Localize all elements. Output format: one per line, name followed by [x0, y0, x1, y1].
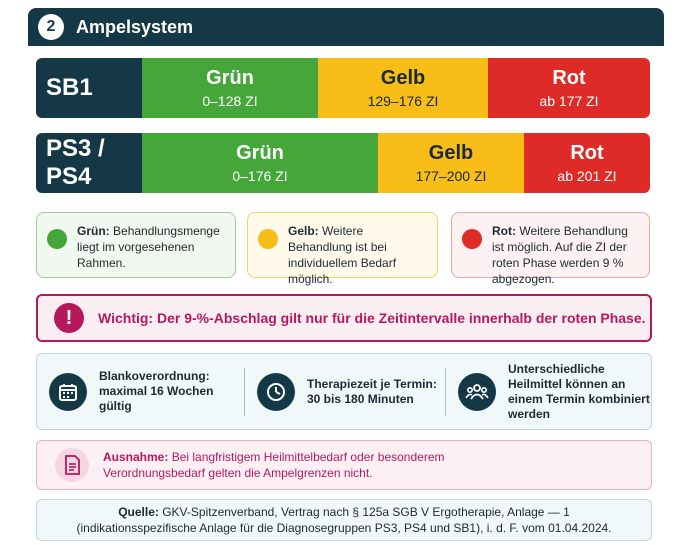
segment-green-sb1: Grün 0–128 ZI: [142, 58, 318, 118]
segment-range: 0–176 ZI: [232, 168, 288, 184]
info-line: maximal 16 Wochen: [99, 384, 214, 398]
segment-green-ps: Grün 0–176 ZI: [142, 133, 378, 193]
legend-text-green: Grün: Behandlungsmenge liegt im vorgeseh…: [77, 223, 225, 271]
source-line-1-text: GKV-Spitzenverband, Vertrag nach § 125a …: [162, 505, 570, 519]
segment-range: 177–200 ZI: [415, 168, 487, 184]
info-line: Unterschiedliche: [508, 361, 605, 376]
info-line: einem Termin kombiniert: [508, 391, 650, 406]
info-divider: [244, 367, 245, 416]
document-icon: [55, 448, 89, 482]
legend-desc-red: Weitere Behandlung ist möglich. Auf die …: [492, 224, 628, 286]
legend-card-green: Grün: Behandlungsmenge liegt im vorgeseh…: [36, 212, 236, 278]
source-title: Quelle:: [118, 505, 159, 519]
exception-text: Ausnahme: Bei langfristigem Heilmittelbe…: [103, 449, 445, 481]
calendar-icon: [49, 372, 87, 411]
info-text-heilmittel: Unterschiedliche Heilmittel können an ei…: [508, 362, 650, 422]
segment-red-sb1: Rot ab 177 ZI: [488, 58, 650, 118]
legend-desc-yellow: Weitere Behandlung ist bei individuellem…: [288, 224, 397, 286]
exception-line-1: Ausnahme: Bei langfristigem Heilmittelbe…: [103, 449, 445, 465]
section-number-badge: 2: [38, 14, 64, 40]
legend-desc-green: Behandlungsmenge liegt im vorgesehenen R…: [77, 224, 220, 270]
exception-notice: Ausnahme: Bei langfristigem Heilmittelbe…: [36, 440, 652, 490]
row-label-ps3-ps4: PS3 / PS4: [36, 133, 142, 193]
legend-card-yellow: Gelb: Weitere Behandlung ist bei individ…: [247, 212, 438, 286]
source-citation: Quelle: GKV-Spitzenverband, Vertrag nach…: [36, 499, 652, 541]
segment-name: Grün: [206, 67, 254, 89]
exclamation-icon: !: [54, 303, 84, 333]
section-title: Ampelsystem: [76, 16, 194, 37]
legend-text-yellow: Gelb: Weitere Behandlung ist bei individ…: [288, 223, 427, 287]
yellow-dot-icon: [258, 229, 278, 249]
legend-title-yellow: Gelb:: [288, 224, 319, 238]
segment-name: Rot: [552, 67, 586, 89]
info-item-heilmittel: Unterschiedliche Heilmittel können an ei…: [446, 354, 651, 429]
segment-name: Gelb: [380, 67, 426, 89]
info-line: gültig: [99, 399, 132, 413]
important-text: Wichtig: Der 9-%-Abschlag gilt nur für d…: [98, 310, 646, 326]
section-header: 2 Ampelsystem: [28, 8, 664, 46]
legend-title-red: Rot:: [492, 224, 516, 238]
legend-card-red: Rot: Weitere Behandlung ist möglich. Auf…: [451, 212, 650, 286]
info-divider: [445, 367, 446, 416]
segment-range: 129–176 ZI: [367, 93, 439, 109]
exception-title: Ausnahme:: [103, 450, 169, 464]
segment-red-ps: Rot ab 201 ZI: [524, 133, 650, 193]
segment-range: ab 201 ZI: [557, 168, 617, 184]
info-item-therapiezeit: Therapiezeit je Termin: 30 bis 180 Minut…: [245, 354, 445, 429]
legend-text-red: Rot: Weitere Behandlung ist möglich. Auf…: [492, 223, 639, 287]
info-text-blanko: Blankoverordnung: maximal 16 Wochen gült…: [99, 369, 214, 414]
exception-line-1-text: Bei langfristigem Heilmittelbedarf oder …: [171, 450, 445, 464]
traffic-light-row-ps3-ps4: PS3 / PS4 Grün 0–176 ZI Gelb 177–200 ZI …: [36, 133, 650, 193]
info-line: Heilmittel können an: [508, 376, 626, 391]
segment-yellow-ps: Gelb 177–200 ZI: [378, 133, 524, 193]
important-notice: ! Wichtig: Der 9-%-Abschlag gilt nur für…: [36, 294, 652, 342]
segment-name: Grün: [236, 142, 284, 164]
row-label-sb1: SB1: [36, 58, 142, 118]
info-line: Blankoverordnung:: [99, 369, 210, 383]
info-box: Blankoverordnung: maximal 16 Wochen gült…: [36, 353, 652, 430]
segment-yellow-sb1: Gelb 129–176 ZI: [318, 58, 488, 118]
exception-line-2: Verordnungsbedarf gelten die Ampelgrenze…: [103, 466, 373, 480]
source-line-1: Quelle: GKV-Spitzenverband, Vertrag nach…: [118, 504, 570, 520]
info-item-blanko: Blankoverordnung: maximal 16 Wochen gült…: [37, 354, 244, 429]
source-line-2: (indikationsspezifische Anlage für die D…: [76, 521, 612, 535]
segment-name: Gelb: [428, 142, 474, 164]
green-dot-icon: [47, 229, 67, 249]
clock-icon: [257, 372, 295, 411]
info-line: 30 bis 180 Minuten: [307, 391, 414, 406]
info-line: werden: [508, 406, 551, 421]
info-text-therapiezeit: Therapiezeit je Termin: 30 bis 180 Minut…: [307, 377, 437, 407]
segment-range: ab 177 ZI: [539, 93, 599, 109]
legend-title-green: Grün:: [77, 224, 110, 238]
red-dot-icon: [462, 229, 482, 249]
segment-range: 0–128 ZI: [202, 93, 258, 109]
segment-name: Rot: [570, 142, 604, 164]
traffic-light-row-sb1: SB1 Grün 0–128 ZI Gelb 129–176 ZI Rot ab…: [36, 58, 650, 118]
people-icon: [458, 372, 496, 411]
info-line: Therapiezeit je Termin:: [307, 376, 437, 391]
